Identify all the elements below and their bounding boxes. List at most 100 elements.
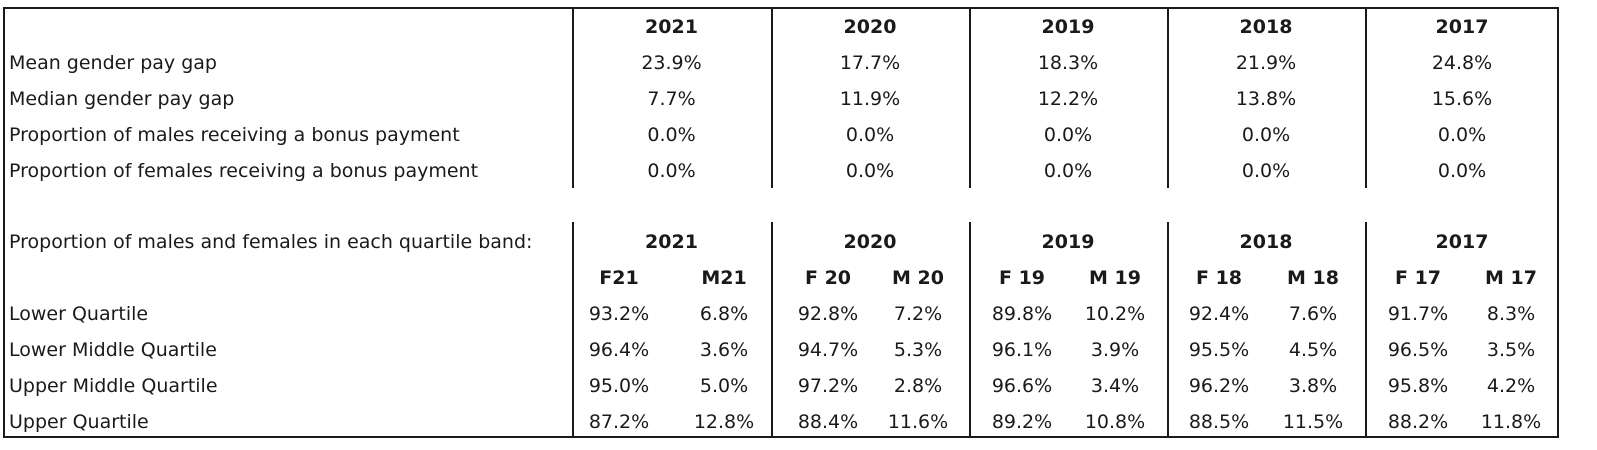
- table-cell: 11.6%: [887, 411, 949, 433]
- table-cell: 7.6%: [1288, 303, 1338, 325]
- sub-header: M 17: [1485, 267, 1537, 289]
- table-cell: 0.0%: [845, 124, 895, 146]
- column-divider: [1365, 9, 1367, 188]
- row-label: Upper Quartile: [9, 411, 149, 433]
- table-cell: 12.8%: [693, 411, 755, 433]
- table-cell: 10.8%: [1084, 411, 1146, 433]
- table-cell: 0.0%: [845, 160, 895, 182]
- table-cell: 0.0%: [1437, 160, 1487, 182]
- table-cell: 0.0%: [1241, 124, 1291, 146]
- year-header: 2017: [1435, 231, 1489, 253]
- table-cell: 93.2%: [588, 303, 650, 325]
- table-cell: 6.8%: [699, 303, 749, 325]
- column-divider: [572, 9, 574, 188]
- column-divider: [1167, 9, 1169, 188]
- table-cell: 3.6%: [699, 339, 749, 361]
- table-cell: 0.0%: [647, 124, 696, 146]
- table-cell: 23.9%: [641, 52, 702, 74]
- table-cell: 3.9%: [1090, 339, 1140, 361]
- table-cell: 11.9%: [839, 88, 901, 110]
- column-divider: [572, 222, 574, 436]
- table-cell: 11.5%: [1282, 411, 1344, 433]
- table-cell: 7.2%: [893, 303, 943, 325]
- table-cell: 94.7%: [797, 339, 859, 361]
- table-cell: 18.3%: [1037, 52, 1099, 74]
- table-cell: 89.8%: [991, 303, 1053, 325]
- sub-header: F 17: [1394, 267, 1442, 289]
- table-cell: 13.8%: [1235, 88, 1297, 110]
- sub-header: F 19: [998, 267, 1046, 289]
- table-cell: 96.5%: [1387, 339, 1449, 361]
- row-label: Median gender pay gap: [9, 88, 235, 110]
- column-divider: [969, 9, 971, 188]
- table-cell: 88.5%: [1188, 411, 1250, 433]
- table-cell: 92.4%: [1188, 303, 1250, 325]
- table-cell: 0.0%: [1043, 124, 1093, 146]
- sub-header: M 18: [1287, 267, 1339, 289]
- column-divider: [969, 222, 971, 436]
- year-header: 2019: [1041, 231, 1095, 253]
- column-divider: [1365, 222, 1367, 436]
- sub-header: F 20: [804, 267, 852, 289]
- table-cell: 0.0%: [647, 160, 696, 182]
- table-cell: 96.4%: [588, 339, 650, 361]
- year-header: 2020: [843, 16, 897, 38]
- section-heading: Proportion of males and females in each …: [9, 231, 533, 253]
- table-cell: 0.0%: [1437, 124, 1487, 146]
- table-cell: 24.8%: [1431, 52, 1493, 74]
- table-cell: 3.5%: [1486, 339, 1536, 361]
- table-cell: 15.6%: [1431, 88, 1493, 110]
- table-cell: 96.2%: [1188, 375, 1250, 397]
- table-cell: 92.8%: [797, 303, 859, 325]
- sub-header: F 18: [1195, 267, 1243, 289]
- year-header: 2019: [1041, 16, 1095, 38]
- year-header: 2021: [645, 16, 698, 38]
- year-header: 2021: [645, 231, 698, 253]
- table-cell: 87.2%: [588, 411, 650, 433]
- column-divider: [771, 222, 773, 436]
- table-cell: 10.2%: [1084, 303, 1146, 325]
- row-label: Mean gender pay gap: [9, 52, 217, 74]
- year-header: 2018: [1239, 231, 1293, 253]
- table-cell: 4.2%: [1486, 375, 1536, 397]
- year-header: 2018: [1239, 16, 1293, 38]
- table-cell: 21.9%: [1235, 52, 1297, 74]
- table-cell: 91.7%: [1387, 303, 1449, 325]
- table-cell: 17.7%: [839, 52, 901, 74]
- table-cell: 95.0%: [588, 375, 650, 397]
- table-cell: 3.8%: [1288, 375, 1338, 397]
- table-cell: 4.5%: [1288, 339, 1338, 361]
- sub-header: F21: [599, 267, 639, 289]
- table-cell: 96.6%: [991, 375, 1053, 397]
- column-divider: [1167, 222, 1169, 436]
- table-cell: 2.8%: [893, 375, 943, 397]
- table-cell: 5.3%: [893, 339, 943, 361]
- table-cell: 0.0%: [1043, 160, 1093, 182]
- pay-gap-table: [3, 7, 1559, 438]
- table-cell: 95.8%: [1387, 375, 1449, 397]
- table-cell: 96.1%: [991, 339, 1053, 361]
- table-cell: 95.5%: [1188, 339, 1250, 361]
- sub-header: M 20: [892, 267, 944, 289]
- year-header: 2017: [1435, 16, 1489, 38]
- row-label: Upper Middle Quartile: [9, 375, 218, 397]
- row-label: Lower Middle Quartile: [9, 339, 217, 361]
- table-cell: 89.2%: [991, 411, 1053, 433]
- table-cell: 97.2%: [797, 375, 859, 397]
- table-cell: 7.7%: [647, 88, 696, 110]
- sub-header: M 19: [1089, 267, 1141, 289]
- table-cell: 8.3%: [1486, 303, 1536, 325]
- year-header: 2020: [843, 231, 897, 253]
- sub-header: M21: [701, 267, 747, 289]
- table-cell: 3.4%: [1090, 375, 1140, 397]
- table-cell: 12.2%: [1037, 88, 1099, 110]
- row-label: Lower Quartile: [9, 303, 149, 325]
- table-cell: 88.2%: [1387, 411, 1449, 433]
- table-cell: 5.0%: [699, 375, 749, 397]
- row-label: Proportion of females receiving a bonus …: [9, 160, 479, 182]
- row-label: Proportion of males receiving a bonus pa…: [9, 124, 460, 146]
- table-cell: 88.4%: [797, 411, 859, 433]
- table-cell: 11.8%: [1480, 411, 1542, 433]
- table-cell: 0.0%: [1241, 160, 1291, 182]
- column-divider: [771, 9, 773, 188]
